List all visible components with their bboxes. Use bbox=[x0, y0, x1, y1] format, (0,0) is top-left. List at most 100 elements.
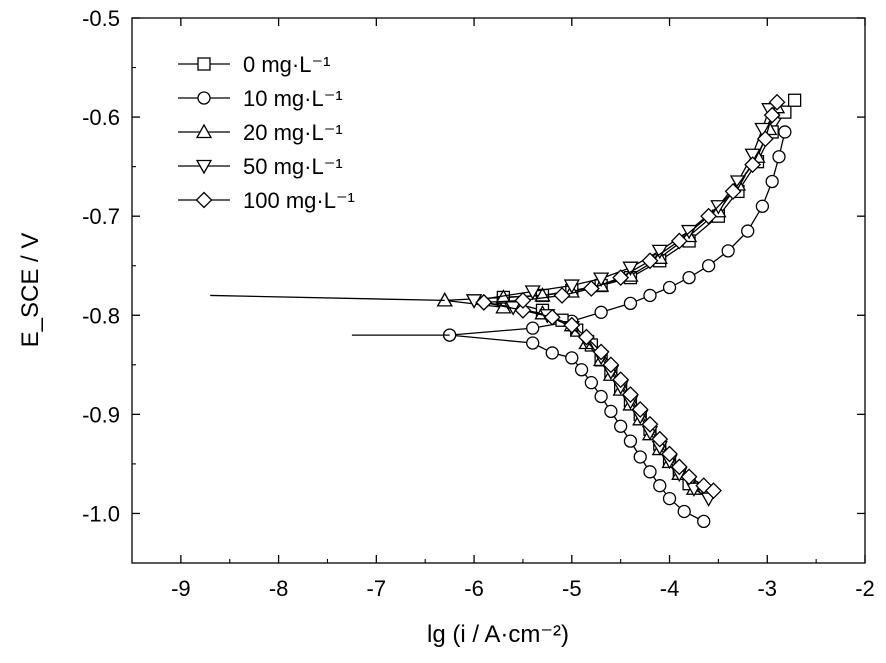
data-point bbox=[643, 465, 657, 479]
data-point bbox=[670, 458, 688, 476]
data-point bbox=[680, 468, 698, 486]
data-point bbox=[721, 244, 735, 258]
data-point bbox=[651, 430, 669, 448]
data-point bbox=[680, 224, 698, 240]
data-point bbox=[662, 491, 677, 506]
data-layer bbox=[210, 93, 802, 529]
data-point bbox=[545, 346, 559, 360]
series-line bbox=[449, 334, 705, 522]
data-point bbox=[582, 280, 600, 297]
legend-entry: 50 mg·L⁻¹ bbox=[178, 154, 343, 179]
data-point bbox=[741, 224, 755, 238]
data-point bbox=[578, 328, 595, 346]
data-point bbox=[594, 389, 608, 404]
data-point bbox=[526, 336, 540, 350]
data-point bbox=[436, 292, 453, 307]
data-point bbox=[594, 305, 608, 319]
series-1 bbox=[442, 125, 792, 529]
data-point bbox=[755, 199, 770, 213]
data-point bbox=[662, 280, 677, 295]
data-point bbox=[677, 504, 691, 519]
data-point bbox=[744, 156, 762, 174]
legend-label: 50 mg·L⁻¹ bbox=[243, 154, 343, 179]
x-tick-label: -4 bbox=[660, 576, 680, 601]
x-tick-label: -7 bbox=[367, 576, 387, 601]
legend-marker bbox=[195, 123, 213, 139]
legend-label: 100 mg·L⁻¹ bbox=[243, 188, 355, 213]
data-point bbox=[633, 450, 647, 464]
x-tick-label: -8 bbox=[269, 576, 289, 601]
y-tick-label: -0.5 bbox=[82, 6, 120, 31]
data-point bbox=[682, 270, 696, 285]
data-point bbox=[623, 296, 638, 311]
data-point bbox=[631, 400, 649, 418]
data-point bbox=[661, 445, 678, 463]
legend-entry: 20 mg·L⁻¹ bbox=[178, 120, 343, 145]
data-point bbox=[787, 93, 802, 107]
data-point bbox=[765, 174, 779, 189]
legend-label: 20 mg·L⁻¹ bbox=[243, 120, 343, 145]
x-tick-label: -6 bbox=[464, 576, 484, 601]
data-point bbox=[724, 182, 742, 200]
data-point bbox=[643, 288, 657, 303]
legend-marker bbox=[195, 159, 213, 175]
data-point bbox=[670, 232, 688, 250]
y-tick-label: -0.9 bbox=[82, 402, 120, 427]
data-point bbox=[574, 363, 589, 377]
data-point bbox=[475, 293, 493, 311]
data-point bbox=[778, 125, 792, 139]
y-tick-label: -0.7 bbox=[82, 204, 120, 229]
data-point bbox=[763, 106, 781, 124]
legend-marker bbox=[195, 191, 213, 209]
y-tick-label: -0.6 bbox=[82, 105, 120, 130]
data-point bbox=[604, 404, 618, 419]
data-point bbox=[524, 285, 541, 300]
data-point bbox=[744, 148, 761, 164]
y-tick-label: -1.0 bbox=[82, 501, 120, 526]
data-point bbox=[602, 356, 620, 374]
data-point bbox=[563, 279, 580, 294]
data-point bbox=[622, 261, 639, 277]
data-point bbox=[592, 343, 610, 361]
legend-marker bbox=[197, 91, 211, 105]
y-axis-title: E_SCE / V bbox=[17, 233, 44, 348]
data-point bbox=[623, 434, 638, 448]
x-axis-title: lg (i / A·cm⁻²) bbox=[427, 621, 569, 648]
data-point bbox=[701, 259, 716, 273]
legend-entry: 100 mg·L⁻¹ bbox=[178, 188, 355, 213]
data-point bbox=[756, 130, 774, 148]
data-point bbox=[700, 207, 718, 225]
data-point bbox=[754, 122, 771, 138]
data-point bbox=[593, 272, 610, 287]
legend-entry: 10 mg·L⁻¹ bbox=[178, 86, 343, 111]
data-point bbox=[553, 287, 571, 304]
plot-frame bbox=[131, 17, 866, 564]
data-point bbox=[705, 482, 722, 500]
data-point bbox=[641, 252, 659, 270]
legend: 0 mg·L⁻¹ 10 mg·L⁻¹ 20 mg·L⁻¹ 50 mg·L⁻¹ 100 m… bbox=[178, 52, 355, 213]
data-point bbox=[565, 351, 579, 365]
series-4 bbox=[475, 93, 786, 500]
data-point bbox=[514, 291, 532, 309]
axes-layer: -9 -8 -7 -6 -5 -4 -3 -2 -0.5 -0.6 -0.7 -0.8 -0.9 -1.0 bbox=[82, 6, 875, 601]
legend-label: 10 mg·L⁻¹ bbox=[243, 86, 343, 111]
data-point bbox=[772, 150, 786, 164]
data-point bbox=[612, 269, 630, 287]
x-tick-label: -9 bbox=[171, 576, 191, 601]
x-tick-label: -5 bbox=[562, 576, 582, 601]
data-point bbox=[653, 479, 667, 493]
data-point bbox=[563, 316, 581, 334]
data-point bbox=[768, 93, 786, 111]
data-point bbox=[526, 321, 540, 335]
legend-entry: 0 mg·L⁻¹ bbox=[178, 52, 330, 77]
series-tail-line bbox=[210, 294, 445, 302]
x-tick-label: -3 bbox=[757, 576, 777, 601]
data-point bbox=[614, 419, 628, 433]
legend-label: 0 mg·L⁻¹ bbox=[243, 52, 330, 77]
x-tick-label: -2 bbox=[855, 576, 875, 601]
data-point bbox=[641, 415, 659, 433]
data-point bbox=[697, 514, 711, 529]
